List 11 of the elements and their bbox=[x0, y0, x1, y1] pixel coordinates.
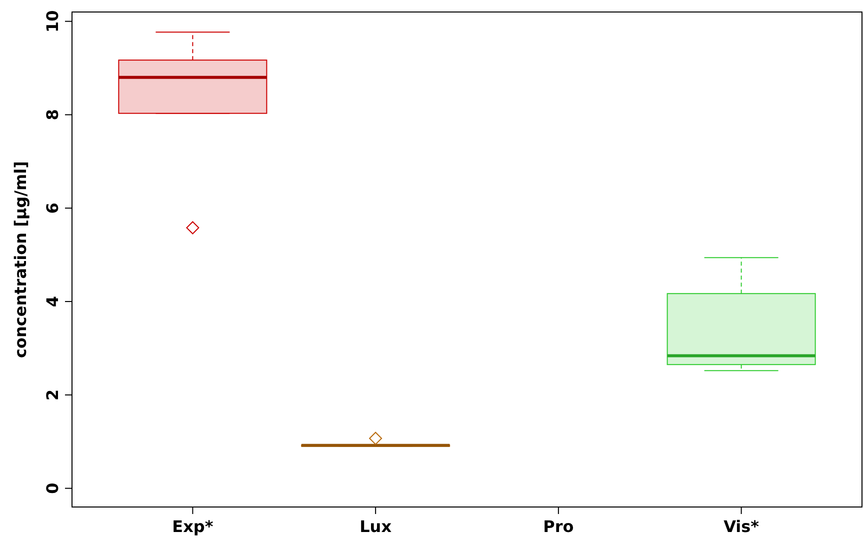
y-tick-label: 4 bbox=[43, 296, 62, 308]
y-tick-label: 0 bbox=[43, 482, 62, 494]
x-tick-label: Exp* bbox=[172, 517, 214, 536]
y-tick-label: 10 bbox=[43, 10, 62, 32]
y-axis-title: concentration [µg/ml] bbox=[11, 161, 30, 358]
y-tick-label: 2 bbox=[43, 389, 62, 400]
y-tick-label: 6 bbox=[43, 202, 62, 214]
x-tick-label: Pro bbox=[543, 517, 574, 536]
y-tick-label: 8 bbox=[43, 109, 62, 120]
x-tick-label: Vis* bbox=[724, 517, 760, 536]
x-tick-label: Lux bbox=[360, 517, 392, 536]
